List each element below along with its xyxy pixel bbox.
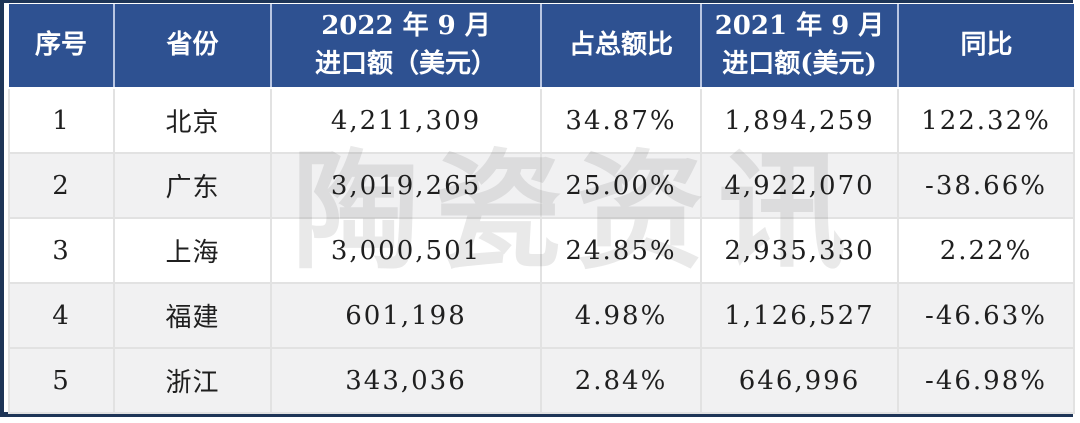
table-outer-border-bottom [0,412,1073,417]
header-province-label: 省份 [166,29,219,60]
cell-yoy: -46.63% [897,282,1075,349]
table-row: 4 福建 601,198 4.98% 1,126,527 -46.63% [8,282,1075,349]
cell-share: 2.84% [540,347,702,414]
header-yoy-label: 同比 [960,29,1013,60]
cell-province: 北京 [113,87,272,154]
cell-import-2022: 601,198 [270,282,542,349]
header-import-2022-line1: 2022 年 9 月 [321,10,491,41]
header-yoy: 同比 [898,4,1074,89]
header-share-label: 占总额比 [568,29,673,60]
cell-yoy: 122.32% [897,87,1075,154]
table-row: 3 上海 3,000,501 24.85% 2,935,330 2.22% [8,217,1075,284]
cell-share: 4.98% [540,282,702,349]
cell-share: 24.85% [540,217,702,284]
cell-province: 福建 [113,282,272,349]
cell-import-2021: 646,996 [700,347,899,414]
header-import-2021-line2: 进口额(美元) [722,48,877,79]
header-province: 省份 [114,4,272,89]
cell-province: 浙江 [113,347,272,414]
cell-serial: 4 [8,282,115,349]
table-header-row: 序号 省份 2022 年 9 月 进口额（美元） 占总额比 2021 年 9 月… [9,4,1074,89]
table-row: 2 广东 3,019,265 25.00% 4,922,070 -38.66% [8,152,1075,219]
cell-yoy: -46.98% [897,347,1075,414]
header-import-2021-line1: 2021 年 9 月 [714,10,885,41]
cell-share: 25.00% [540,152,702,219]
cell-yoy: 2.22% [897,217,1075,284]
cell-province: 上海 [113,217,272,284]
table-row: 5 浙江 343,036 2.84% 646,996 -46.98% [8,347,1075,414]
cell-serial: 1 [8,87,115,154]
import-data-table: 序号 省份 2022 年 9 月 进口额（美元） 占总额比 2021 年 9 月… [8,4,1075,414]
cell-import-2021: 1,126,527 [700,282,899,349]
cell-import-2022: 3,019,265 [270,152,542,219]
cell-import-2022: 343,036 [270,347,542,414]
header-import-2021: 2021 年 9 月 进口额(美元) [701,4,899,89]
header-import-2022: 2022 年 9 月 进口额（美元） [271,4,542,89]
cell-import-2021: 4,922,070 [700,152,899,219]
cell-import-2021: 2,935,330 [700,217,899,284]
cell-import-2022: 3,000,501 [270,217,542,284]
cell-import-2022: 4,211,309 [270,87,542,154]
table-row: 1 北京 4,211,309 34.87% 1,894,259 122.32% [8,87,1075,154]
header-serial: 序号 [9,4,115,89]
header-serial-label: 序号 [34,29,87,60]
cell-import-2021: 1,894,259 [700,87,899,154]
header-import-2022-line2: 进口额（美元） [314,48,497,79]
cell-serial: 2 [8,152,115,219]
cell-serial: 3 [8,217,115,284]
cell-serial: 5 [8,347,115,414]
cell-province: 广东 [113,152,272,219]
cell-yoy: -38.66% [897,152,1075,219]
table-outer-border-top [0,0,1073,3]
table-outer-border-left [0,0,4,417]
header-share: 占总额比 [541,4,702,89]
cell-share: 34.87% [540,87,702,154]
